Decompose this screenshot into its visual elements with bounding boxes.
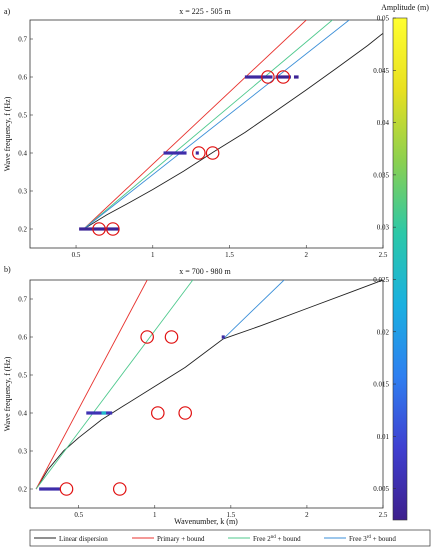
legend-item-free-2nd-bound: Free 2nd + bound [228, 535, 301, 543]
panel-b-spectral-peaks [39, 335, 225, 491]
series-linear-dispersion [83, 32, 383, 230]
spectral-peak [195, 151, 199, 155]
panel-b-ticks: 0.5 1 1.5 2 2.5 0.2 0.3 0.4 0.5 0.6 0.7 [18, 296, 388, 520]
spectral-peak [39, 487, 61, 491]
harmonic-circle [261, 70, 275, 84]
series-linear-dispersion [35, 280, 383, 490]
colorbar-tick-label: 0.01 [377, 433, 390, 441]
legend-item-linear-dispersion: Linear dispersion [34, 535, 108, 543]
series-free-3rd-bound [83, 20, 350, 230]
panel-a-circles [92, 70, 291, 236]
harmonic-circle [151, 406, 165, 420]
legend-label-primary-bound: Primary + bound [157, 535, 205, 543]
y-tick-label: 0.3 [18, 188, 27, 196]
spectral-peak [163, 151, 187, 155]
series-free-2nd-bound [83, 20, 333, 230]
colorbar-tick-label: 0.025 [373, 276, 389, 284]
panel-b-plot-area [29, 279, 384, 509]
y-tick-label: 0.7 [18, 296, 27, 304]
colorbar-tick-label: 0.015 [373, 381, 389, 389]
legend-item-free-3rd-bound: Free 3rd + bound [324, 535, 396, 543]
colorbar-tick-label: 0.045 [373, 67, 389, 75]
y-tick-label: 0.6 [18, 74, 27, 82]
colorbar-bar [392, 17, 408, 521]
spectral-peak [101, 411, 107, 415]
legend-label-free-2nd-bound: Free 2nd + bound [253, 535, 301, 543]
panel-b: b) x = 700 - 980 m Wave frequency, f (Hz… [3, 265, 388, 526]
legend: Linear dispersion Primary + bound Free 2… [29, 529, 431, 547]
series-primary-bound [35, 280, 148, 490]
panel-a-label: a) [4, 7, 11, 16]
y-tick-label: 0.6 [18, 334, 27, 342]
panel-b-title: x = 700 - 980 m [179, 267, 231, 276]
colorbar-ticks: 0.005 0.01 0.015 0.02 0.025 0.03 0.035 0.04 0.04… [373, 15, 396, 493]
spectral-peak [221, 335, 225, 339]
colorbar-tick-label: 0.04 [377, 119, 390, 127]
x-tick-label: 0.5 [74, 511, 83, 519]
x-tick-label: 1 [151, 251, 155, 259]
y-tick-label: 0.4 [18, 150, 27, 158]
x-tick-label: 2.5 [379, 511, 388, 519]
y-tick-label: 0.2 [18, 486, 27, 494]
harmonic-circle [112, 482, 127, 496]
harmonic-circle [140, 330, 154, 344]
x-tick-label: 2 [305, 251, 309, 259]
colorbar-tick-label: 0.035 [373, 171, 389, 179]
legend-label-linear-dispersion: Linear dispersion [59, 535, 108, 543]
y-tick-label: 0.5 [18, 372, 27, 380]
panel-b-ylabel: Wave frequency, f (Hz) [3, 356, 12, 431]
harmonic-circle [106, 222, 120, 236]
legend-label-free-3rd-bound: Free 3rd + bound [349, 535, 396, 543]
series-free-2nd-bound [35, 280, 194, 490]
series-free-3rd-bound [222, 280, 285, 340]
series-primary-bound [83, 20, 307, 230]
panel-b-xlabel: Wavenumber, k (m) [174, 517, 238, 526]
x-tick-label: 1.5 [225, 251, 234, 259]
spectral-peak [244, 75, 273, 79]
spectral-peak [275, 75, 291, 79]
spectral-peak [293, 75, 299, 79]
colorbar: Amplitude (m) 0.0050.010.0150.020.0250.0… [373, 3, 429, 521]
spectral-peak [79, 227, 120, 231]
y-tick-label: 0.5 [18, 112, 27, 120]
panel-a-ticks: 0.5 1 1.5 2 2.5 0.2 0.3 0.4 0.5 0.6 0.7 [18, 36, 388, 260]
panel-a-ylabel: Wave frequency, f (Hz) [3, 96, 12, 171]
x-tick-label: 1.5 [226, 511, 235, 519]
harmonic-circle [205, 146, 220, 160]
panel-a-series [83, 20, 383, 230]
panel-a-plot-area [29, 19, 384, 249]
colorbar-tick-label: 0.03 [377, 224, 390, 232]
panel-a-title: x = 225 - 505 m [179, 7, 231, 16]
x-tick-label: 1 [153, 511, 157, 519]
panel-a-spectral-peaks [79, 75, 299, 231]
panel-a: a) x = 225 - 505 m Wave frequency, f (Hz… [3, 7, 388, 259]
y-tick-label: 0.2 [18, 226, 27, 234]
spectral-peak [86, 411, 113, 415]
y-tick-label: 0.7 [18, 36, 27, 44]
colorbar-tick-label: 0.005 [373, 485, 389, 493]
harmonic-circle [192, 146, 206, 160]
x-tick-label: 2 [305, 511, 309, 519]
panel-b-series [35, 280, 383, 490]
colorbar-tick-label: 0.02 [377, 328, 390, 336]
harmonic-circle [59, 482, 74, 496]
colorbar-tick-label: 0.05 [377, 15, 390, 23]
harmonic-circle [276, 70, 291, 84]
colorbar-title: Amplitude (m) [381, 3, 429, 12]
harmonic-circle [178, 406, 192, 420]
legend-item-primary-bound: Primary + bound [132, 535, 205, 543]
y-tick-label: 0.4 [18, 410, 27, 418]
harmonic-circle [92, 222, 106, 236]
x-tick-label: 2.5 [379, 251, 388, 259]
harmonic-circle [164, 330, 179, 344]
panel-b-circles [59, 330, 192, 496]
y-tick-label: 0.3 [18, 448, 27, 456]
x-tick-label: 0.5 [72, 251, 81, 259]
panel-b-label: b) [4, 265, 11, 274]
